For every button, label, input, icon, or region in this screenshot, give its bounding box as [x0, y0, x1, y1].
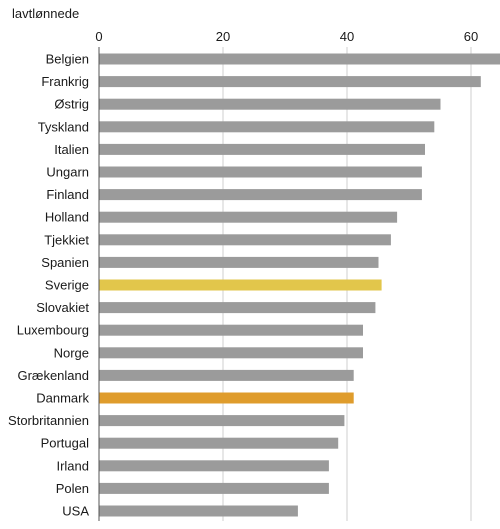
category-label-spanien: Spanien — [41, 255, 89, 270]
bar-frankrig — [99, 76, 481, 88]
bar-holland — [99, 211, 398, 223]
category-label-portugal: Portugal — [41, 436, 90, 451]
bar-spanien — [99, 256, 379, 268]
bar-norge — [99, 347, 363, 359]
bar-portugal — [99, 437, 339, 449]
category-label-finland: Finland — [46, 187, 89, 202]
bar-finland — [99, 189, 422, 201]
category-label-storbritannien: Storbritannien — [8, 413, 89, 428]
category-label-frankrig: Frankrig — [41, 74, 89, 89]
category-label-polen: Polen — [56, 481, 89, 496]
category-label-tyskland: Tyskland — [38, 119, 89, 134]
category-label-holland: Holland — [45, 210, 89, 225]
bar-storbritannien — [99, 415, 345, 427]
category-label-italien: Italien — [54, 142, 89, 157]
category-label-sverige: Sverige — [45, 278, 89, 293]
bar-usa — [99, 505, 298, 517]
bar-østrig — [99, 98, 441, 110]
category-label-ungarn: Ungarn — [46, 165, 89, 180]
bar-slovakiet — [99, 302, 376, 314]
category-label-slovakiet: Slovakiet — [36, 300, 89, 315]
bar-danmark — [99, 392, 354, 404]
bar-tjekkiet — [99, 234, 391, 246]
category-label-luxembourg: Luxembourg — [17, 323, 89, 338]
bar-belgien — [99, 53, 500, 65]
bar-grækenland — [99, 369, 354, 381]
bar-polen — [99, 482, 329, 494]
category-label-usa: USA — [62, 504, 89, 519]
bar-luxembourg — [99, 324, 363, 336]
x-tick-label-0: 0 — [95, 29, 102, 44]
category-label-irland: Irland — [56, 458, 89, 473]
category-label-grækenland: Grækenland — [17, 368, 89, 383]
bar-italien — [99, 143, 425, 155]
bar-irland — [99, 460, 329, 472]
bar-ungarn — [99, 166, 422, 178]
bar-sverige — [99, 279, 382, 291]
category-label-danmark: Danmark — [36, 391, 89, 406]
x-tick-label-40: 40 — [340, 29, 354, 44]
unit-label: lavtlønnede — [12, 6, 80, 21]
category-label-østrig: Østrig — [54, 97, 89, 112]
x-tick-label-60: 60 — [464, 29, 478, 44]
category-label-tjekkiet: Tjekkiet — [44, 232, 89, 247]
category-label-belgien: Belgien — [46, 52, 89, 67]
category-label-norge: Norge — [54, 345, 89, 360]
x-tick-label-20: 20 — [216, 29, 230, 44]
bar-tyskland — [99, 121, 435, 133]
